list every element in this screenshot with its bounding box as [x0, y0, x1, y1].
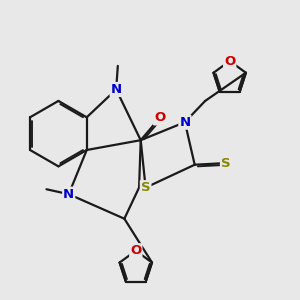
Text: N: N	[111, 83, 122, 96]
Text: S: S	[221, 157, 231, 169]
Text: S: S	[141, 181, 150, 194]
Text: N: N	[63, 188, 74, 201]
Text: O: O	[224, 55, 235, 68]
Text: O: O	[130, 244, 141, 257]
Text: N: N	[179, 116, 191, 129]
Text: O: O	[154, 111, 165, 124]
